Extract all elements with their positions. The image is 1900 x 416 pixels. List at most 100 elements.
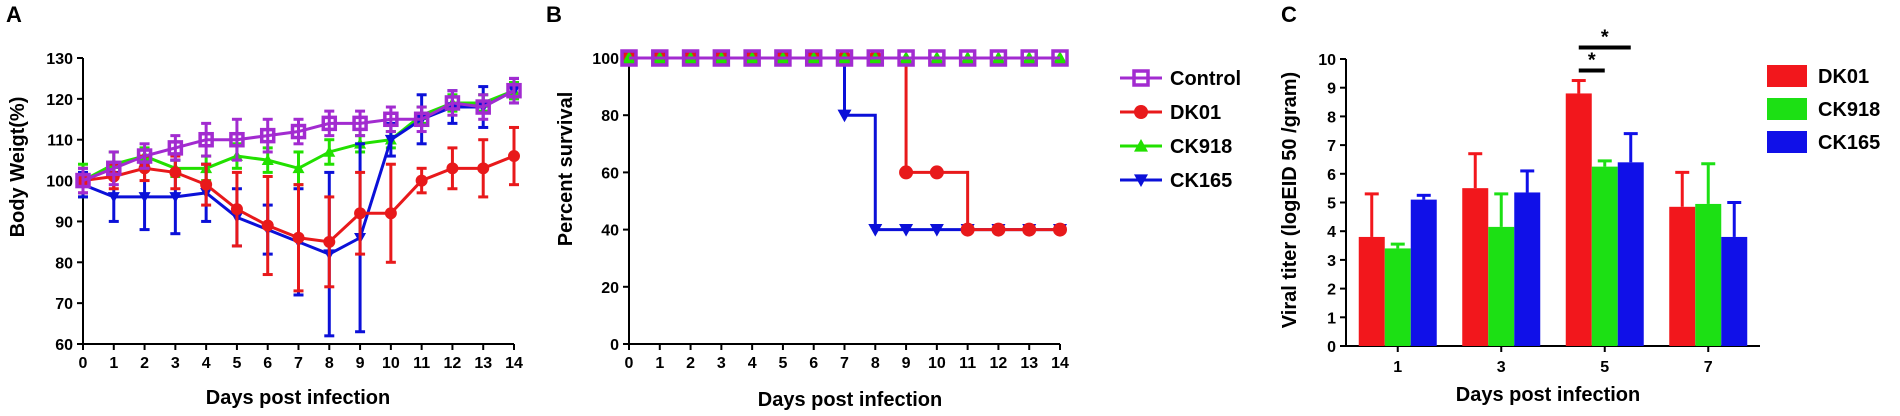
panel-c-y-axis-title: Viral titer (logEID 50 /gram) [1279,72,1301,328]
panel-b-ck165-point [929,224,944,237]
panel-c-ck165-series [1410,132,1748,346]
panel-c-x-tick-label: 5 [1600,359,1609,376]
panel-a-dk01-point [415,174,428,187]
panel-a-y-axis-title: Body Weigt(%) [7,97,29,238]
panel-a-dk01-point [230,203,243,216]
panel-c-ck918-bar [1384,248,1411,346]
panel-a-x-tick-label: 6 [263,355,272,372]
panel-b-dk01-point [929,165,944,180]
panel-b-legend-ck165: CK165 [1120,170,1232,192]
panel-c-y-tick-label: 2 [1327,282,1336,299]
panel-b-marks [620,49,1069,237]
panel-b-control-point [743,49,761,67]
panel-b-x-axis-title: Days post infection [758,389,942,411]
panel-a-x-tick-label: 3 [171,355,180,372]
panel-a-y-tick-label: 100 [46,174,73,191]
panel-b-dk01-point [899,165,914,180]
panel-b-control-point [620,49,638,67]
panel-b-legend-dk01-label: DK01 [1170,102,1221,124]
panel-b-x-tick-label: 5 [778,355,787,372]
panel-b-control-point [835,49,854,67]
panel-c-y-tick-label: 8 [1327,109,1336,126]
panel-b-dk01-point [1053,222,1067,237]
panel-a-control-point [444,95,461,111]
panel-c-significance-1-label: * [1588,49,1596,71]
panel-c-ck918-bar [1695,203,1722,346]
panel-b-control-point [774,49,792,67]
panel-c-y-tick-label: 5 [1327,196,1336,213]
panel-c-significance-1: * [1578,49,1605,73]
panel-a-ck918-point [323,145,336,157]
panel-b-x-tick-label: 12 [990,355,1008,372]
panel-b-control-point [866,49,885,67]
panel-c-dk01-bar [1358,236,1385,346]
panel-b-dk01-point [960,222,975,237]
panel-a-x-tick-label: 11 [413,355,430,372]
panel-b-x-tick-label: 1 [655,355,664,372]
panel-a-control-point [383,111,399,128]
panel-a-marks [75,76,522,338]
panel-b-legend-ck918-label: CK918 [1170,136,1232,158]
panel-b-y-tick-label: 20 [601,280,619,297]
panel-c-x-tick-label: 7 [1704,359,1713,376]
panel-a-control-point [259,127,276,144]
panel-c-legend-dk01-label: DK01 [1818,66,1869,88]
panel-b-control-point [989,49,1008,67]
panel-a-ck165-point [107,192,120,203]
panel-a-x-tick-label: 7 [294,355,303,372]
panel-a-control-point [506,82,522,99]
panel-a-dk01-point [261,219,274,232]
panel-b-x-tick-label: 13 [1020,355,1038,372]
panel-b-legend-dk01-marker [1134,105,1148,119]
panel-a-dk01-point [169,166,182,179]
panel-a-control-point [167,140,184,156]
panel-b-legend-ck165-marker [1134,174,1148,187]
panel-c-dk01-bar [1462,188,1489,346]
panel-b-dk01-point [1022,222,1037,237]
panel-a-x-tick-label: 12 [444,355,462,372]
panel-a-dk01-point [508,150,520,163]
panel-c-significance-2-label: * [1601,27,1609,49]
panel-b-y-tick-label: 80 [601,108,619,125]
panel-a-dk01-point [384,207,397,220]
panel-b-x-tick-label: 14 [1051,355,1069,372]
panel-c-legend-ck165-label: CK165 [1818,132,1880,154]
panel-b-control-point [712,49,731,67]
panel-a-control-line [82,89,515,182]
panel-a-ck918-point [261,154,274,165]
panel-c-significance-2: * [1578,27,1631,50]
panel-b-ck165-point [899,224,914,237]
panel-c-legend-dk01-swatch [1767,65,1807,87]
panel-b-dk01-point [991,222,1006,237]
panel-b-control-point [651,49,669,67]
panel-a-dk01-point [200,178,213,191]
panel-b-x-tick-label: 2 [686,355,695,372]
panel-a-x-tick-label: 1 [109,355,118,372]
panel-b-letter: B [546,2,562,27]
panel-b-ck165-step-line [629,56,1060,232]
panel-c-dk01-bar [1669,206,1696,346]
panel-a-control-point [352,115,368,132]
panel-b-x-tick-label: 11 [959,355,976,372]
panel-c-ck918-bar [1591,166,1618,346]
panel-c-legend-ck165-swatch [1767,131,1807,153]
panel-c-y-tick-label: 7 [1327,138,1336,155]
panel-b-control-point [928,49,946,67]
panel-a-control-point [321,115,338,132]
panel-a-control-point [413,111,430,128]
panel-a-y-tick-label: 60 [55,337,73,354]
panel-b-x-tick-label: 9 [902,355,911,372]
panel-a-y-tick-label: 90 [55,214,73,231]
panel-b-control-series [620,49,1069,67]
panel-a-x-tick-label: 2 [140,355,149,372]
panel-c-ck165-bar [1514,192,1541,346]
panel-b-legend-ck165-label: CK165 [1170,170,1232,192]
panel-b-legend-ck918-marker [1134,139,1148,152]
panel-a-ck165-point [138,192,151,203]
panel-a-dk01-point [323,235,336,248]
panel-a-y-tick-label: 110 [47,133,73,150]
